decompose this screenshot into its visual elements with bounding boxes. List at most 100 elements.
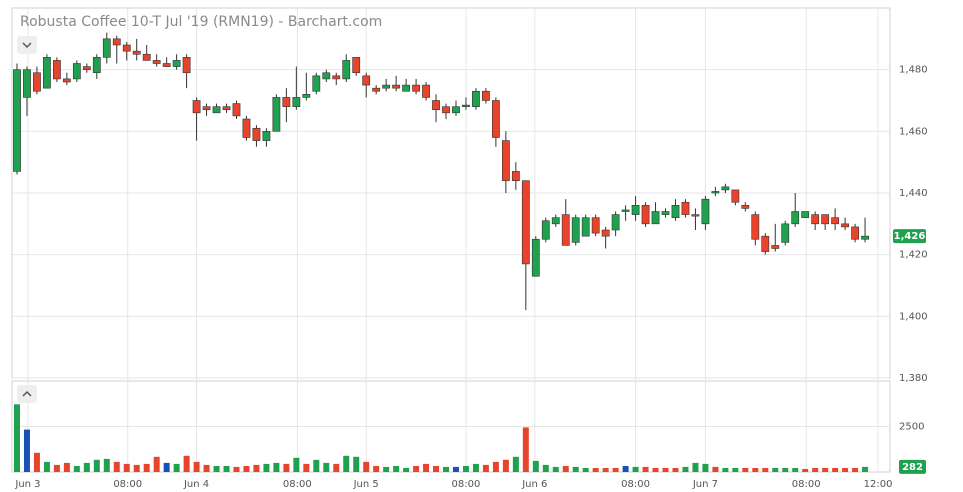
collapse-button[interactable] xyxy=(17,385,37,403)
volume-bar xyxy=(562,465,569,472)
volume-bar xyxy=(253,464,260,472)
candle-body xyxy=(761,235,770,252)
candle-body xyxy=(242,118,251,138)
volume-bar xyxy=(552,466,559,472)
volume-bar xyxy=(452,466,459,472)
volume-bar xyxy=(283,463,290,472)
candle-body xyxy=(841,223,849,228)
volume-bar xyxy=(502,459,509,472)
candle-body xyxy=(721,186,730,191)
candle-body xyxy=(741,205,750,209)
volume-bar xyxy=(263,463,270,472)
volume-bar xyxy=(612,467,619,472)
x-tick-label: Jun 6 xyxy=(521,479,547,490)
volume-bar xyxy=(313,459,320,472)
candle-body xyxy=(332,75,341,80)
volume-bar xyxy=(113,461,120,472)
x-tick-label: Jun 5 xyxy=(353,479,379,490)
x-tick-label: Jun 4 xyxy=(183,479,209,490)
candle-body xyxy=(13,69,21,172)
candle-body xyxy=(282,97,291,107)
candle-body xyxy=(82,66,91,70)
collapse-button[interactable] xyxy=(17,36,37,54)
candle-body xyxy=(33,72,41,92)
volume-bar xyxy=(63,462,70,472)
volume-bar xyxy=(652,467,659,472)
candle-body xyxy=(222,106,231,111)
candle-body xyxy=(651,211,660,225)
candle-body xyxy=(372,87,381,92)
volume-bar xyxy=(443,466,450,472)
volume-bar xyxy=(163,462,170,472)
candle-body xyxy=(362,75,371,86)
volume-bar xyxy=(233,466,240,472)
volume-bar xyxy=(273,462,280,472)
candle-body xyxy=(322,72,331,80)
volume-bar xyxy=(53,464,60,472)
candle-body xyxy=(422,84,430,98)
candle-body xyxy=(142,53,151,61)
volume-bar xyxy=(373,465,380,472)
volume-bar xyxy=(602,467,609,472)
candle-body xyxy=(801,211,810,218)
last-volume-label: 282 xyxy=(902,462,923,473)
candle-body xyxy=(43,57,51,89)
volume-bar xyxy=(23,429,30,472)
volume-bar xyxy=(353,456,360,472)
volume-bar xyxy=(782,467,789,472)
y-tick-label: 1,480 xyxy=(899,65,928,76)
volume-bar xyxy=(423,463,430,472)
candle-body xyxy=(811,214,820,225)
volume-bar xyxy=(642,466,649,472)
candle-body xyxy=(202,106,211,111)
candle-body xyxy=(392,84,401,89)
candle-body xyxy=(172,60,181,67)
volume-bar xyxy=(482,464,489,472)
volume-bar xyxy=(403,467,410,472)
volume-bar xyxy=(83,462,90,472)
candle-body xyxy=(501,140,510,181)
volume-bar xyxy=(193,461,200,472)
volume-bar xyxy=(133,464,140,472)
candle-body xyxy=(53,60,61,80)
candle-body xyxy=(102,38,111,58)
candle-body xyxy=(62,78,71,83)
volume-bar xyxy=(303,463,310,472)
volume-bar xyxy=(343,455,350,472)
candle-body xyxy=(621,209,630,212)
volume-bar xyxy=(742,467,749,472)
volume-bar xyxy=(143,463,150,472)
candle-body xyxy=(122,44,131,52)
volume-bar xyxy=(103,458,110,472)
volume-bar xyxy=(682,466,689,472)
candle-body xyxy=(112,38,121,46)
volume-bar xyxy=(762,467,769,472)
volume-bar xyxy=(363,461,370,472)
volume-bar xyxy=(632,466,639,472)
candle-body xyxy=(192,100,201,114)
candle-body xyxy=(681,201,690,215)
candle-body xyxy=(591,217,600,234)
x-tick-label: 08:00 xyxy=(792,479,821,490)
candle-body xyxy=(132,50,141,55)
candle-body xyxy=(521,180,530,265)
candle-body xyxy=(511,171,520,181)
candle-body xyxy=(601,229,610,237)
volume-bar xyxy=(183,455,190,472)
volume-bar xyxy=(572,466,579,472)
candle-body xyxy=(731,189,740,203)
candle-body xyxy=(462,104,470,107)
volume-bar xyxy=(722,467,729,472)
candle-body xyxy=(402,84,410,92)
candle-body xyxy=(312,75,321,92)
candle-body xyxy=(821,214,830,225)
y-tick-label: 1,420 xyxy=(899,250,928,261)
volume-bar xyxy=(33,452,40,472)
volume-bar xyxy=(792,467,799,472)
volume-bar xyxy=(13,404,20,472)
volume-bar xyxy=(472,463,479,472)
candle-body xyxy=(152,60,161,64)
candle-body xyxy=(302,94,311,98)
x-tick-label: 08:00 xyxy=(113,479,142,490)
